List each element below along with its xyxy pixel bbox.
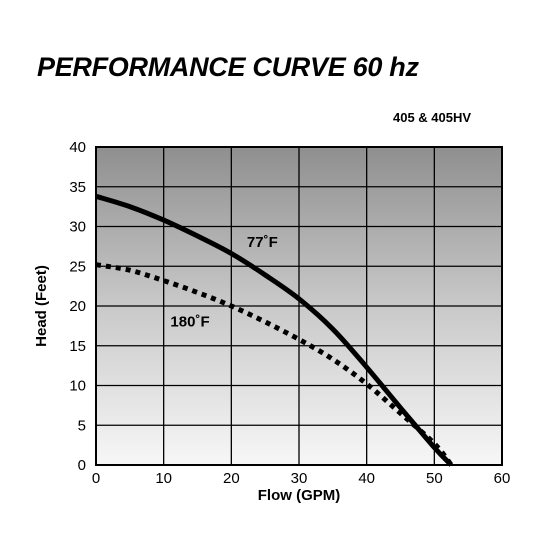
x-tick-label: 20 bbox=[223, 470, 240, 487]
y-tick-label: 0 bbox=[78, 457, 86, 474]
y-tick-label: 20 bbox=[69, 298, 86, 315]
y-axis-ticks: 0 5 10 15 20 25 30 35 40 bbox=[69, 139, 86, 474]
curves bbox=[95, 193, 454, 467]
y-tick-label: 5 bbox=[78, 417, 86, 434]
x-tick-label: 0 bbox=[92, 470, 100, 487]
x-axis-label: Flow (GPM) bbox=[258, 487, 341, 504]
y-tick-label: 40 bbox=[69, 139, 86, 156]
grid-lines bbox=[96, 147, 502, 465]
curve-77f bbox=[95, 193, 454, 467]
x-tick-label: 40 bbox=[358, 470, 375, 487]
x-tick-label: 60 bbox=[494, 470, 511, 487]
curve-label-77f: 77˚F bbox=[247, 234, 278, 251]
y-axis-label: Head (Feet) bbox=[33, 265, 50, 347]
model-label: 405 & 405HV bbox=[393, 110, 472, 125]
x-tick-label: 10 bbox=[155, 470, 172, 487]
y-tick-label: 25 bbox=[69, 258, 86, 275]
x-tick-label: 30 bbox=[291, 470, 308, 487]
y-tick-label: 10 bbox=[69, 378, 86, 395]
y-tick-label: 15 bbox=[69, 338, 86, 355]
curve-label-180f: 180˚F bbox=[170, 314, 209, 331]
curve-labels: 77˚F 180˚F bbox=[170, 234, 277, 331]
plot-border bbox=[95, 146, 503, 466]
y-tick-label: 35 bbox=[69, 179, 86, 196]
chart-title: PERFORMANCE CURVE 60 hz bbox=[37, 52, 419, 82]
x-tick-label: 50 bbox=[426, 470, 443, 487]
x-axis-ticks: 0 10 20 30 40 50 60 bbox=[92, 470, 511, 487]
y-tick-label: 30 bbox=[69, 219, 86, 236]
